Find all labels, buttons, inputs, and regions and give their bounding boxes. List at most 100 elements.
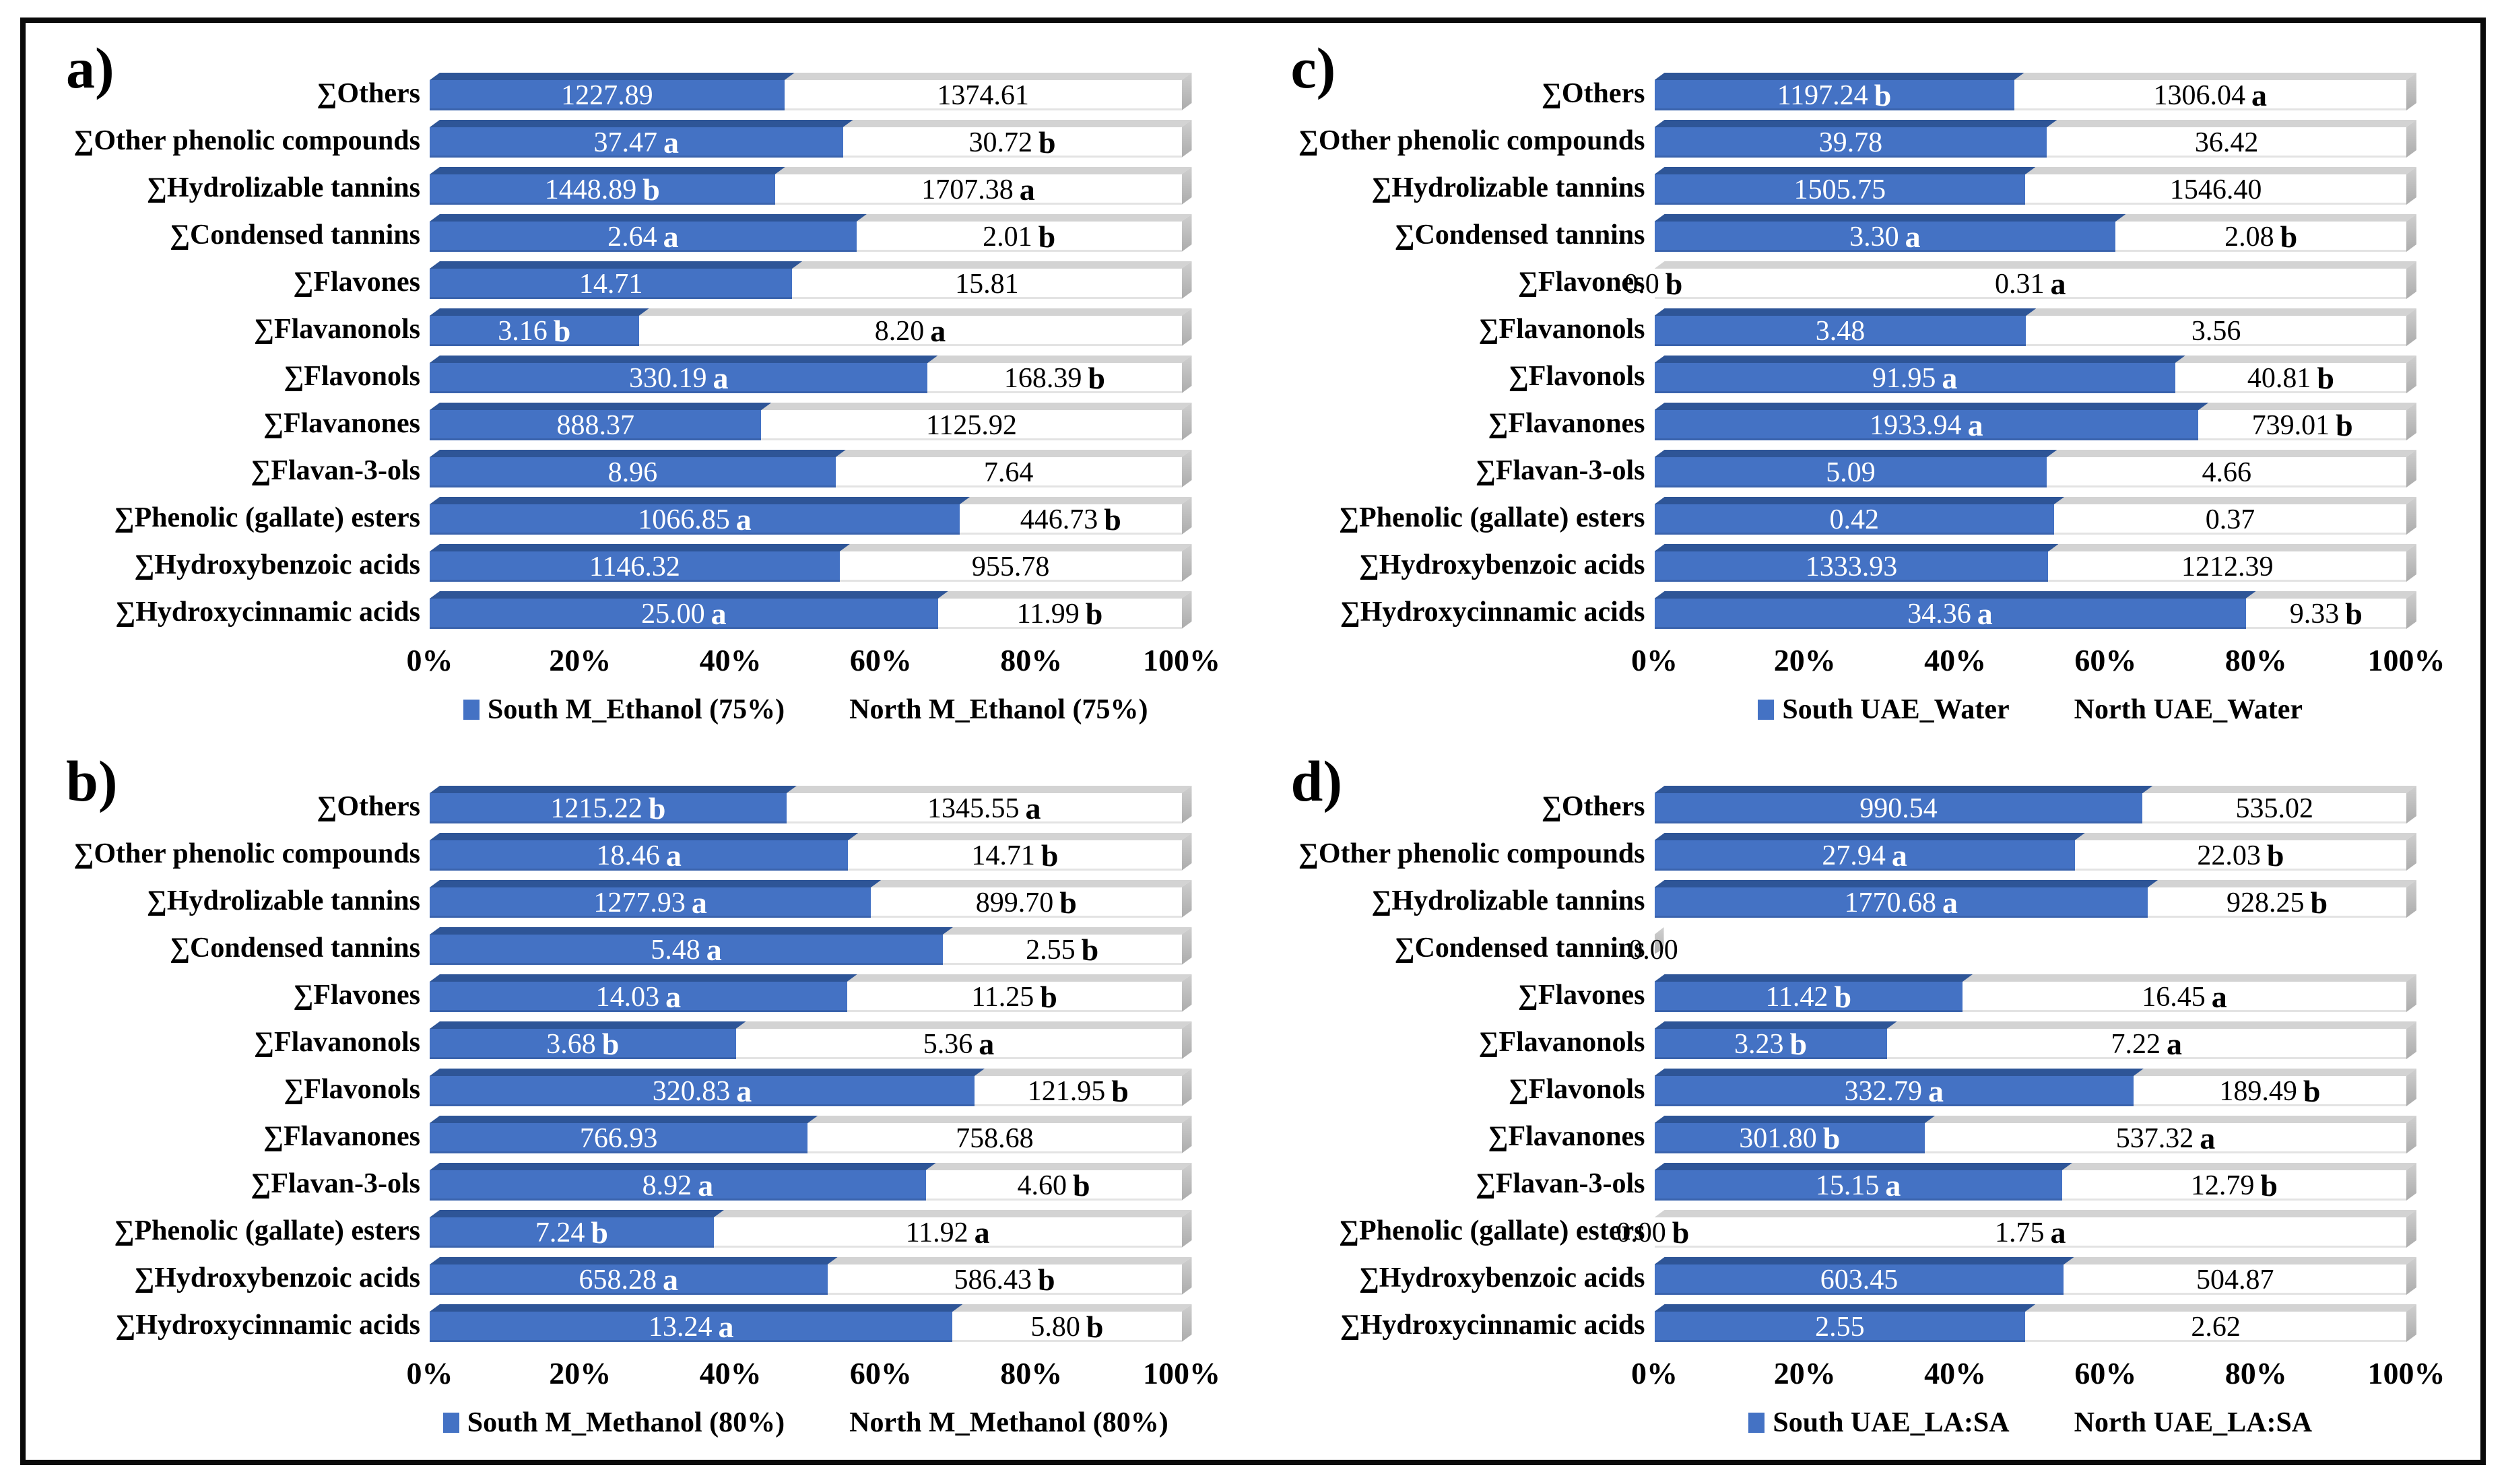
north-segment [827, 1264, 1182, 1295]
north-segment [807, 1123, 1182, 1153]
north-segment [960, 504, 1182, 535]
south-segment [430, 1170, 926, 1201]
south-segment [430, 1123, 808, 1153]
value-text: 4.66 [2202, 457, 2251, 488]
axis-tick: 40% [699, 643, 762, 677]
category-label: ∑Other phenolic compounds [1298, 125, 1645, 156]
south-bevel [430, 1021, 746, 1029]
north-value-label: 7.64 [836, 457, 1182, 487]
south-segment [1654, 457, 2047, 487]
category-label: ∑Flavones [293, 267, 420, 298]
south-value-label: 8.96 [430, 457, 836, 487]
south-value-label: 888.37 [430, 410, 761, 440]
stacked-bar: 7.24 b 11.92 a [430, 1217, 1182, 1248]
value-text: 36.42 [2194, 127, 2259, 158]
axis-tick: 40% [1924, 643, 1987, 677]
value-text: 1505.75 [1793, 174, 1886, 205]
stacked-bar: 1505.75 1546.40 [1654, 174, 2407, 205]
stacked-bar: 14.03 a 11.25 b [430, 982, 1182, 1012]
south-bevel [430, 1210, 724, 1217]
bar-rows-b: ∑Others 1215.22 b 1345.55 a ∑Other phenolic c… [38, 779, 1249, 1345]
north-value-label: 928.25 b [2148, 887, 2406, 918]
significance-letter: b [1665, 266, 1683, 301]
bar-3d-cap [2406, 1021, 2416, 1059]
north-segment [735, 1029, 1182, 1059]
axis-spacer [1263, 1355, 1655, 1397]
category-label: ∑Flavonols [1508, 1074, 1645, 1105]
south-bevel [430, 73, 795, 80]
value-text: 27.94 [1822, 840, 1886, 871]
south-segment [430, 316, 639, 346]
category-label: ∑Others [317, 791, 420, 822]
north-segment [2054, 504, 2406, 535]
south-segment [1654, 840, 2075, 871]
significance-letter: a [1942, 360, 1958, 395]
category-label: ∑Flavonols [284, 361, 420, 392]
north-value-label: 446.73 b [960, 504, 1181, 535]
axis-scale: 0% 20% 40% 60% 80% 100% [407, 642, 1221, 684]
north-value-label: 2.62 [2025, 1312, 2406, 1342]
south-bevel [1655, 1116, 1936, 1123]
stacked-bar: 3.48 3.56 [1654, 316, 2407, 346]
north-value-label: 5.36 a [736, 1028, 1182, 1059]
north-value-label: 189.49 b [2134, 1075, 2406, 1106]
north-value-label: 11.92 a [714, 1217, 1182, 1248]
north-segment [792, 269, 1182, 299]
axis-tick: 100% [2367, 1356, 2445, 1390]
bar-3d-cap [2406, 167, 2416, 205]
south-segment [430, 174, 775, 205]
bar-3d-top [430, 1021, 1192, 1029]
north-value-label: 4.60 b [926, 1170, 1182, 1201]
value-text: 1197.24 [1777, 79, 1868, 111]
south-value-label: 658.28 a [430, 1264, 828, 1295]
value-text: 2.55 [1026, 934, 1076, 966]
category-label: ∑Phenolic (gallate) esters [114, 1215, 420, 1246]
legend-label-south: South UAE_Water [1782, 694, 2010, 725]
axis-spacer [38, 642, 430, 684]
south-segment [430, 1029, 736, 1059]
north-segment [2074, 840, 2406, 871]
north-segment [774, 174, 1182, 205]
value-text: 766.93 [579, 1122, 658, 1154]
south-value-label: 13.24 a [430, 1311, 952, 1343]
south-bevel [1655, 308, 2037, 316]
significance-letter: b [1037, 1262, 1055, 1297]
north-segment [975, 1076, 1182, 1106]
north-value-label: 739.01 b [2198, 409, 2406, 440]
value-text: 3.30 [1849, 221, 1899, 252]
value-text: 9.33 [2289, 598, 2340, 630]
south-value-label: 1227.89 [430, 80, 785, 110]
north-segment [2048, 551, 2406, 582]
axis-scale: 0% 20% 40% 60% 80% 100% [1631, 642, 2445, 684]
bar-3d-cap [2406, 1163, 2416, 1201]
south-value-label: 0.42 [1655, 504, 2055, 535]
category-label: ∑Flavanonols [254, 1027, 420, 1058]
south-value-label: 1277.93 a [430, 887, 871, 918]
north-value-label: 3.56 [2026, 316, 2406, 346]
bar-row: ∑Hydrolizable tannins 1770.68 a 928.25 b [1263, 873, 2474, 920]
bar-rows-d: ∑Others 990.54 535.02 ∑Other phenolic compo… [1263, 779, 2474, 1345]
value-text: 13.24 [648, 1311, 713, 1343]
significance-letter: a [1927, 1073, 1944, 1108]
south-segment [430, 127, 843, 158]
significance-letter: b [1874, 77, 1892, 112]
significance-letter: a [698, 1168, 714, 1203]
value-text: 3.16 [498, 315, 548, 347]
stacked-bar: 3.23 b 7.22 a [1654, 1028, 2407, 1060]
value-text: 5.80 [1030, 1311, 1080, 1343]
bar-row: ∑Flavonols 332.79 a 189.49 b [1263, 1062, 2474, 1109]
stacked-bar: 11.42 b 16.45 a [1654, 982, 2407, 1012]
significance-letter: b [591, 1215, 608, 1250]
north-value-label: 1125.92 [761, 410, 1181, 440]
value-text: 8.96 [607, 457, 658, 488]
north-value-label: 30.72 b [843, 127, 1182, 158]
bar-3d-top [430, 786, 1192, 793]
south-value-label: 603.45 [1655, 1264, 2064, 1295]
south-value-label: 5.48 a [430, 934, 943, 965]
bar-3d-cap [1182, 403, 1192, 440]
value-text: 504.87 [2196, 1264, 2274, 1295]
south-segment [430, 363, 928, 393]
south-value-label: 7.24 b [430, 1217, 714, 1248]
south-bevel [430, 1116, 818, 1123]
value-text: 3.23 [1734, 1028, 1784, 1060]
